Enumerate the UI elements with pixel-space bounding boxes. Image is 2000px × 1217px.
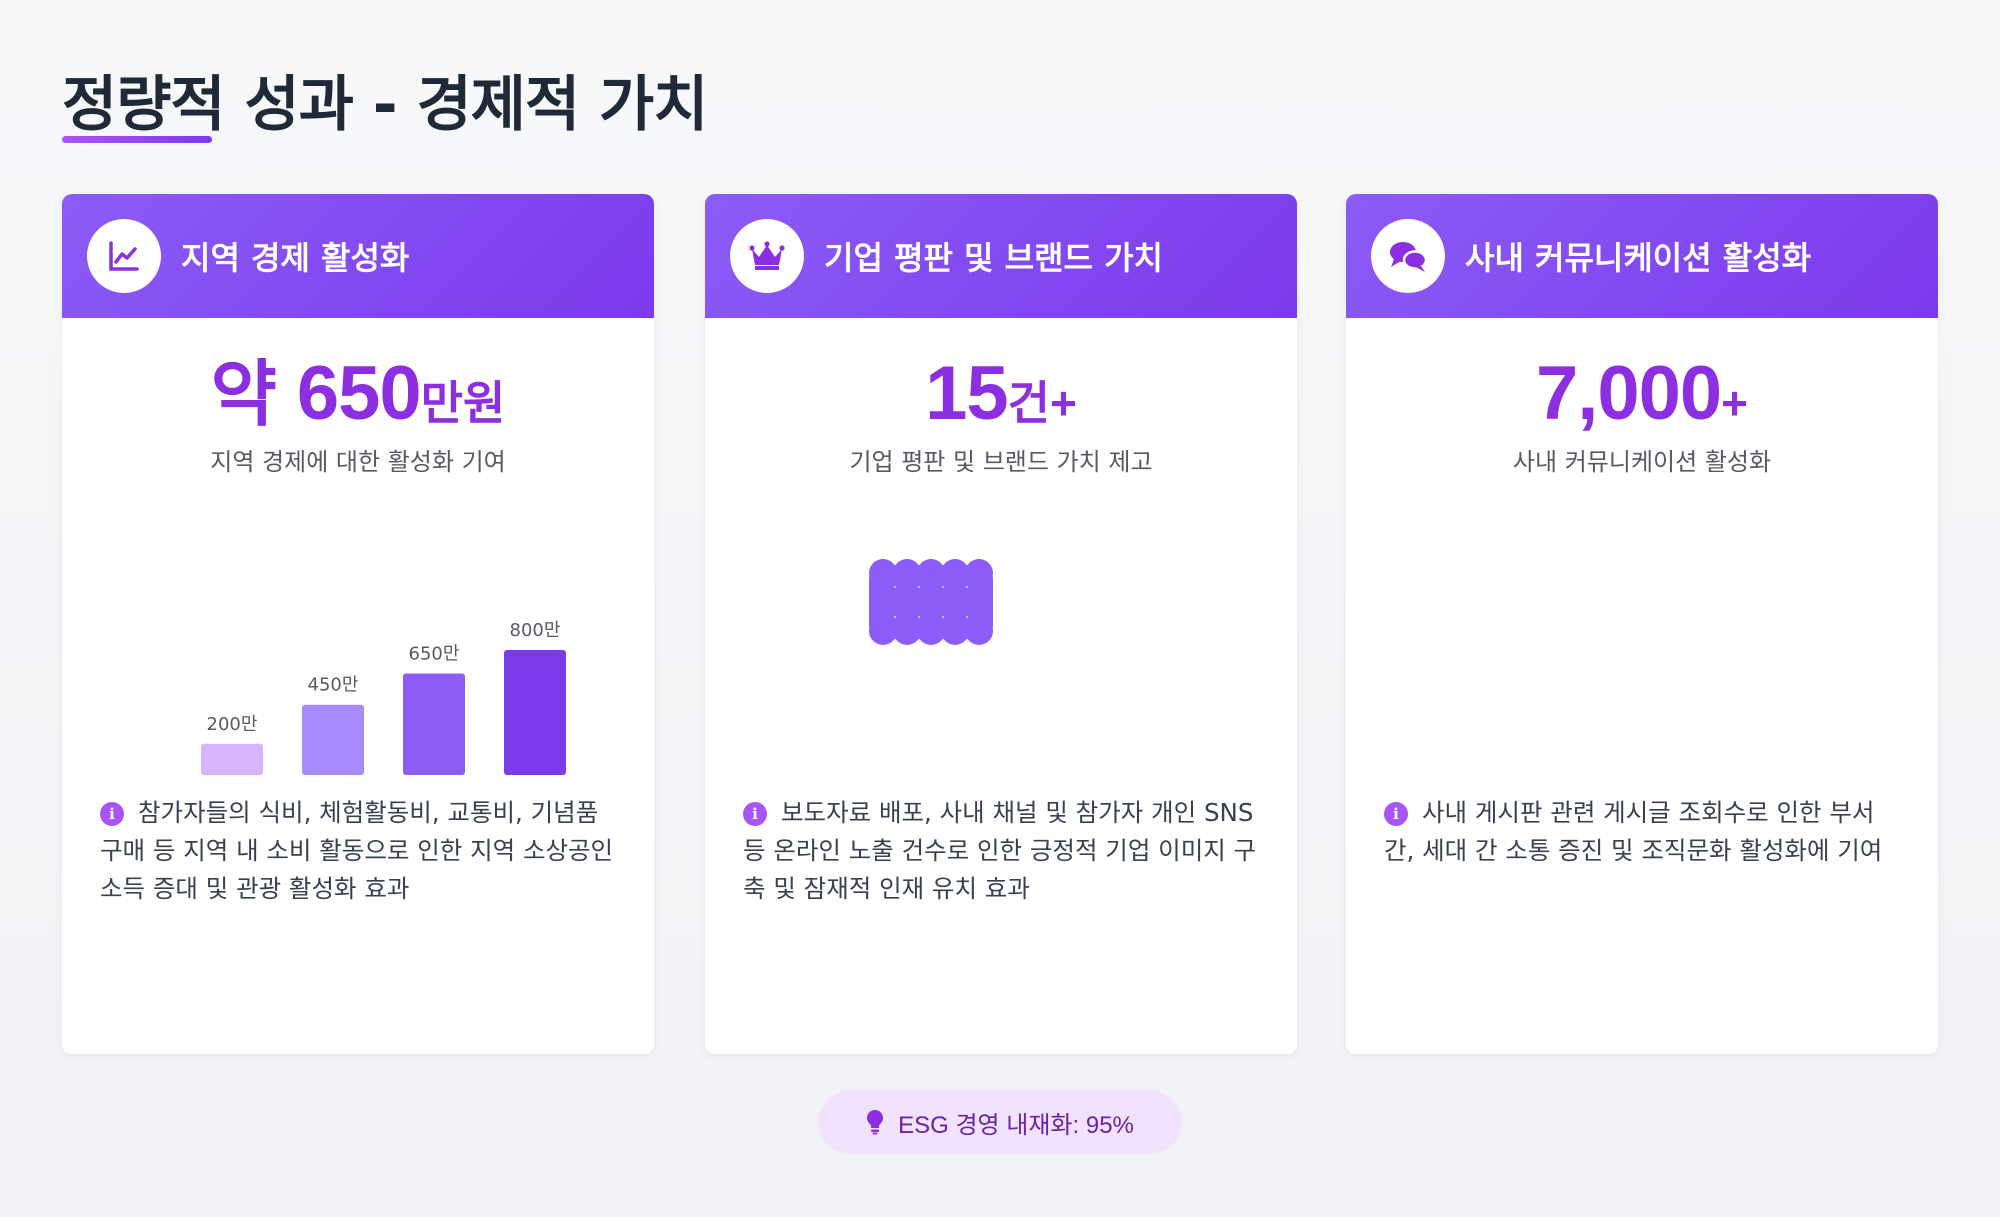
metric-number: 15	[925, 351, 1009, 436]
card-header: 기업 평판 및 브랜드 가치	[705, 194, 1297, 318]
bar-data-label: 650만	[409, 643, 460, 664]
bar-1	[201, 743, 263, 775]
description-text: 보도자료 배포, 사내 채널 및 참가자 개인 SNS 등 온라인 노출 건수로…	[743, 798, 1257, 903]
card-title: 지역 경제 활성화	[181, 239, 410, 277]
line-chart-icon	[87, 219, 161, 293]
card-title: 사내 커뮤니케이션 활성화	[1465, 239, 1812, 277]
description-text: 사내 게시판 관련 게시글 조회수로 인한 부서 간, 세대 간 소통 증진 및…	[1384, 798, 1883, 865]
metric-value: 7,000+	[1346, 354, 1938, 434]
card-description: i 참가자들의 식비, 체험활동비, 교통비, 기념품 구매 등 지역 내 소비 …	[100, 794, 620, 908]
empty-graphic-area	[1346, 513, 1938, 813]
info-icon: i	[1384, 802, 1408, 826]
card-header: 지역 경제 활성화	[62, 194, 654, 318]
metric-number: 7,000	[1535, 351, 1722, 436]
chat-bubbles-icon	[1371, 219, 1445, 293]
info-icon: i	[100, 802, 124, 826]
media-grid-graphic	[705, 513, 1297, 813]
metric-value: 약 650만원	[62, 351, 654, 436]
bar-data-label: 800만	[510, 620, 561, 641]
bar-data-label: 450만	[308, 675, 359, 696]
metric-unit: 만원	[420, 377, 506, 429]
info-icon: i	[743, 802, 767, 826]
metric-number: 650	[296, 351, 422, 436]
bar-3	[403, 673, 465, 775]
esg-badge-text: ESG 경영 내재화: 95%	[898, 1111, 1134, 1139]
page-title: 정량적 성과 - 경제적 가치	[62, 70, 708, 140]
description-text: 참가자들의 식비, 체험활동비, 교통비, 기념품 구매 등 지역 내 소비 활…	[100, 798, 614, 903]
card-header: 사내 커뮤니케이션 활성화	[1346, 194, 1938, 318]
metric-description: 지역 경제에 대한 활성화 기여	[210, 448, 506, 476]
blob-grid-graphic	[869, 559, 993, 645]
card-description: i 사내 게시판 관련 게시글 조회수로 인한 부서 간, 세대 간 소통 증진 …	[1384, 794, 1904, 870]
lightbulb-icon	[866, 1109, 884, 1135]
bar-data-label: 200만	[207, 714, 258, 735]
card-local-economy: 지역 경제 활성화 약 650만원 지역 경제에 대한 활성화 기여 200만 4…	[62, 194, 654, 1054]
metric-unit: 건+	[1007, 377, 1077, 429]
metric-value: 15건+	[705, 354, 1297, 434]
bar-2	[302, 704, 364, 775]
bar-4	[504, 650, 566, 775]
esg-badge: ESG 경영 내재화: 95%	[818, 1090, 1182, 1154]
card-internal-communication: 사내 커뮤니케이션 활성화 7,000+ 사내 커뮤니케이션 활성화 i 사내 게…	[1346, 194, 1938, 1054]
metric-prefix: 약	[210, 355, 297, 435]
metric-description: 기업 평판 및 브랜드 가치 제고	[849, 448, 1153, 476]
crown-icon	[730, 219, 804, 293]
metric-unit: +	[1721, 377, 1749, 429]
bar-chart-svg: 200만 450만 650만 800만	[201, 620, 566, 775]
metric-description: 사내 커뮤니케이션 활성화	[1512, 448, 1772, 476]
bar-chart: 200만 450만 650만 800만	[62, 513, 654, 813]
title-underline	[62, 136, 212, 143]
card-title: 기업 평판 및 브랜드 가치	[824, 239, 1163, 277]
card-description: i 보도자료 배포, 사내 채널 및 참가자 개인 SNS 등 온라인 노출 건수…	[743, 794, 1263, 908]
